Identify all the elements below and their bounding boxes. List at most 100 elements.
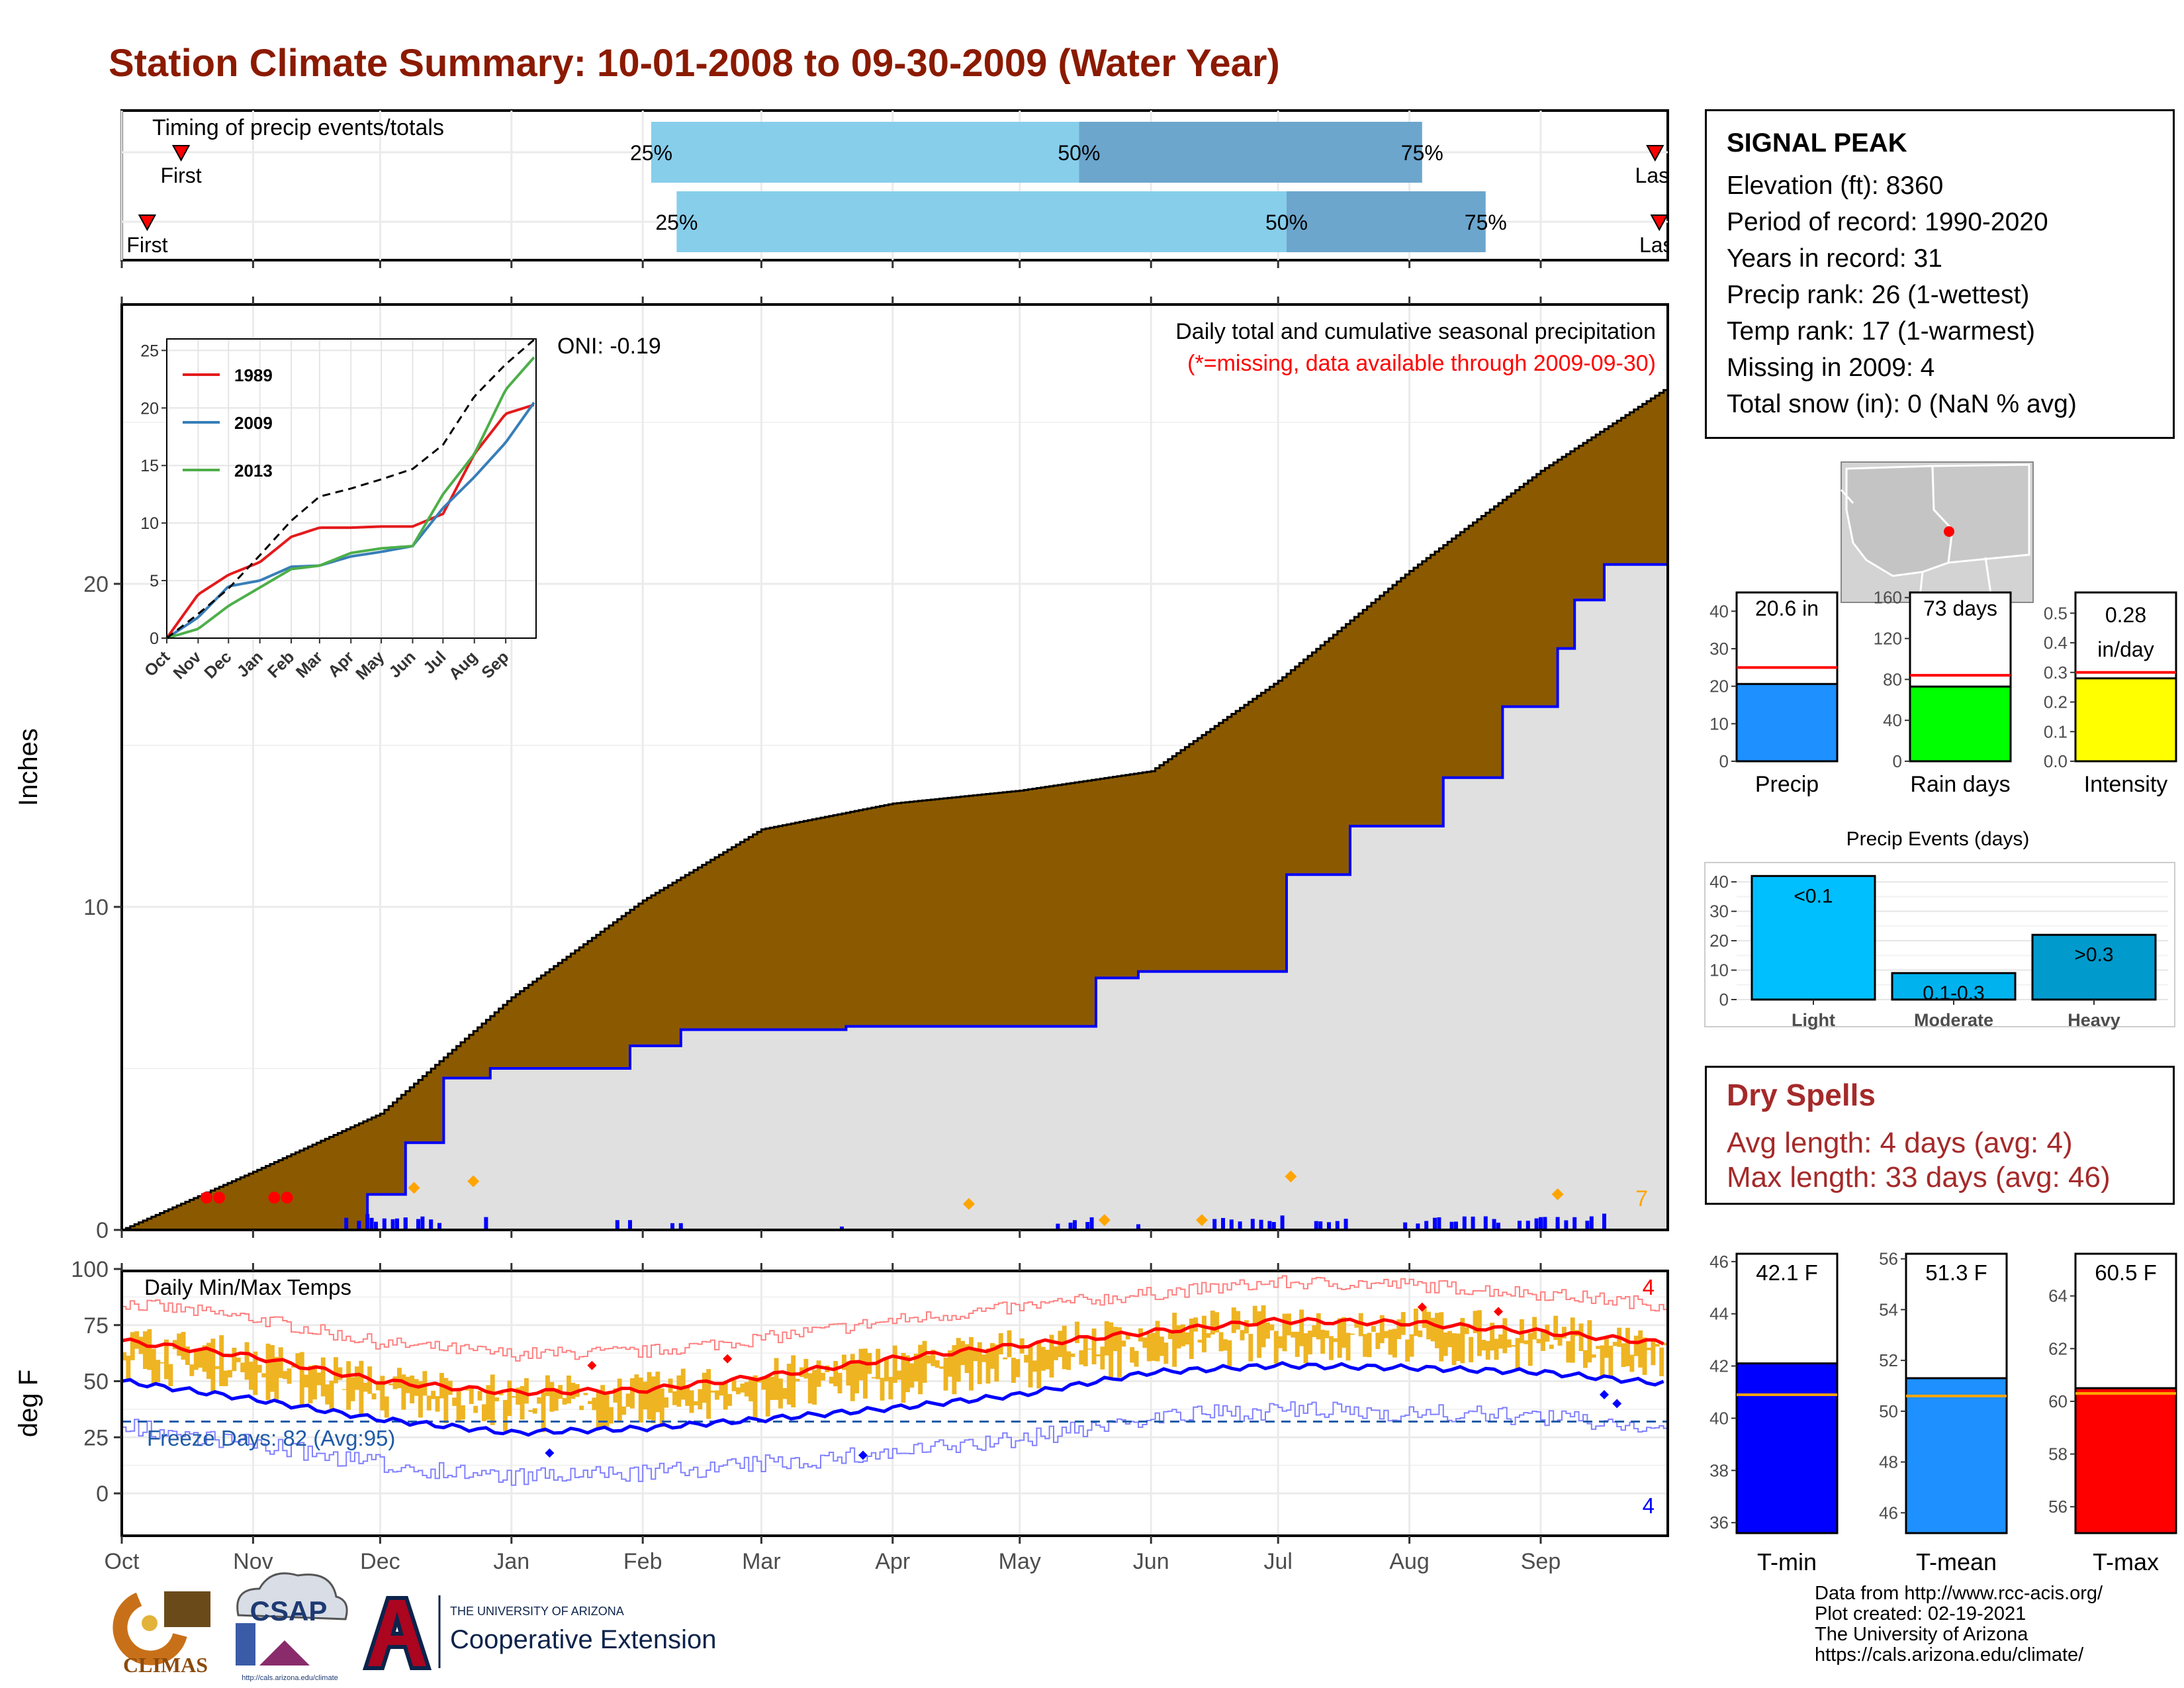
daily-temp-range-bar: [786, 1364, 792, 1405]
month-tick-label: Aug: [1389, 1549, 1430, 1574]
credit-line: Plot created: 02-19-2021: [1815, 1603, 2026, 1624]
daily-temp-range-bar: [516, 1387, 521, 1405]
summary-bar-y-tick-label: 160: [1874, 588, 1902, 608]
temp-bar-panel: 60.5 F T-max 56 58 60 62 64: [2048, 1252, 2177, 1575]
csap-logo: CSAP http://cals.arizona.edu/climate: [236, 1572, 348, 1682]
credit-line: https://cals.arizona.edu/climate/: [1815, 1644, 2084, 1665]
daily-temp-range-bar: [1604, 1336, 1609, 1358]
ua-block-a-icon: [362, 1596, 432, 1670]
daily-temp-range-bar: [1490, 1323, 1495, 1351]
temp-bar-y-tick-label: 62: [2048, 1338, 2068, 1358]
inset-legend-label: 2009: [234, 413, 273, 433]
daily-temp-range-bar: [168, 1364, 173, 1386]
daily-temp-range-bar: [320, 1357, 326, 1397]
temp-bar-y-tick-label: 50: [1879, 1401, 1898, 1421]
daily-temp-range-bar: [1218, 1332, 1224, 1352]
climas-logo-sun: [142, 1615, 158, 1631]
daily-temp-range-bar: [1481, 1340, 1486, 1351]
daily-temp-range-bar: [520, 1385, 525, 1420]
daily-temp-range-bar: [871, 1377, 876, 1379]
record-high-marker: [723, 1354, 733, 1364]
daily-temp-range-bar: [931, 1349, 936, 1366]
daily-temp-range-bar: [1659, 1347, 1664, 1377]
inset-y-tick-label: 15: [140, 457, 159, 475]
daily-temp-range-bar: [1011, 1357, 1016, 1383]
daily-temp-range-bar: [1070, 1353, 1075, 1357]
summary-bar-y-tick-label: 0.4: [2044, 633, 2068, 653]
daily-temp-range-bar: [685, 1387, 690, 1406]
record-high-envelope: [122, 1275, 1668, 1362]
first-event-label: First: [126, 233, 167, 257]
daily-temp-range-bar: [1388, 1329, 1393, 1355]
month-tick-label: May: [999, 1549, 1041, 1574]
daily-temp-range-bar: [1299, 1309, 1304, 1346]
daily-temp-range-bar: [1379, 1315, 1385, 1344]
daily-temp-range-bar: [435, 1395, 440, 1412]
daily-temp-range-bar: [1075, 1321, 1079, 1344]
daily-temp-range-bar: [1447, 1331, 1453, 1348]
daily-temp-range-bar: [1197, 1339, 1203, 1343]
summary-bar-panel: 0.28 in/day Intensity 0.0 0.1 0.2 0.3 0.4 0.5: [2044, 591, 2177, 797]
daily-precip-bar: [840, 1226, 844, 1230]
daily-precip-bar: [1085, 1222, 1090, 1230]
daily-precip-bar: [357, 1221, 361, 1230]
first-event-marker: [138, 214, 157, 232]
daily-temp-range-bar: [985, 1348, 991, 1383]
daily-temp-range-bar: [1121, 1340, 1126, 1347]
daily-temp-range-bar: [934, 1360, 940, 1368]
daily-temp-range-bar: [130, 1332, 135, 1360]
daily-temp-range-bar: [1608, 1345, 1614, 1378]
daily-temp-range-bar: [1151, 1333, 1156, 1361]
daily-precip-bar: [390, 1219, 395, 1230]
events-y-tick-label: 30: [1709, 902, 1729, 921]
daily-precip-bar: [1403, 1222, 1408, 1230]
daily-temp-range-bar: [1367, 1333, 1372, 1358]
daily-temp-range-bar: [329, 1380, 334, 1411]
daily-precip-bar: [1589, 1216, 1594, 1230]
daily-precip-bar: [1314, 1221, 1318, 1230]
daily-precip-bar: [1585, 1221, 1590, 1230]
ua-logo: THE UNIVERSITY OF ARIZONA Cooperative Ex…: [362, 1595, 716, 1670]
daily-temp-range-bar: [609, 1407, 614, 1424]
daily-temp-range-bar: [537, 1397, 542, 1404]
station-temp-rank: Temp rank: 17 (1-warmest): [1727, 317, 2035, 346]
inset-plot: [165, 339, 536, 639]
daily-temp-range-bar: [1570, 1317, 1575, 1363]
inset-y-tick-label: 20: [140, 399, 159, 418]
precip-missing-count: 7: [1635, 1186, 1648, 1211]
summary-bar-label: 20.6 in: [1755, 596, 1819, 620]
daily-temp-range-bar: [334, 1357, 338, 1383]
daily-temp-range-bar: [1181, 1324, 1185, 1346]
daily-temp-range-bar: [461, 1405, 465, 1420]
daily-temp-range-bar: [1422, 1307, 1427, 1329]
daily-temp-range-bar: [1062, 1325, 1067, 1370]
timing-bar-q50-q75: [1287, 191, 1486, 252]
daily-temp-range-bar: [223, 1370, 228, 1387]
temp-background: [122, 1271, 1668, 1536]
daily-precip-bar: [1471, 1216, 1475, 1230]
daily-temp-range-bar: [1240, 1330, 1245, 1340]
daily-temp-range-bar: [1566, 1341, 1571, 1363]
daily-temp-range-bar: [588, 1401, 592, 1405]
precip-missing-note: (*=missing, data available through 2009-…: [1187, 351, 1656, 376]
daily-temp-range-bar: [1109, 1322, 1114, 1378]
daily-temp-range-bar: [380, 1376, 385, 1411]
daily-temp-range-bar: [1049, 1335, 1054, 1378]
daily-temp-range-bar: [299, 1352, 304, 1405]
daily-temp-range-bar: [228, 1370, 232, 1378]
csap-text: CSAP: [250, 1595, 328, 1626]
temp-bar-y-tick-label: 46: [1709, 1252, 1729, 1272]
daily-precip-bar: [1238, 1221, 1242, 1230]
daily-temp-range-bar: [922, 1340, 927, 1383]
daily-temp-range-bar: [1549, 1344, 1554, 1349]
daily-temp-range-bar: [219, 1335, 224, 1386]
daily-temp-range-bar: [202, 1345, 207, 1372]
daily-temp-range-bar: [948, 1350, 952, 1377]
timing-q50-label: 50%: [1058, 141, 1100, 165]
daily-temp-range-bar: [765, 1376, 770, 1417]
temp-y-axis: 0 25 50 75 100: [71, 1257, 122, 1507]
temp-bar-name: T-max: [2093, 1548, 2159, 1575]
daily-precip-bar: [395, 1218, 399, 1230]
daily-temp-range-bar: [1621, 1343, 1626, 1368]
temp-bar-y-tick-label: 38: [1709, 1460, 1729, 1480]
